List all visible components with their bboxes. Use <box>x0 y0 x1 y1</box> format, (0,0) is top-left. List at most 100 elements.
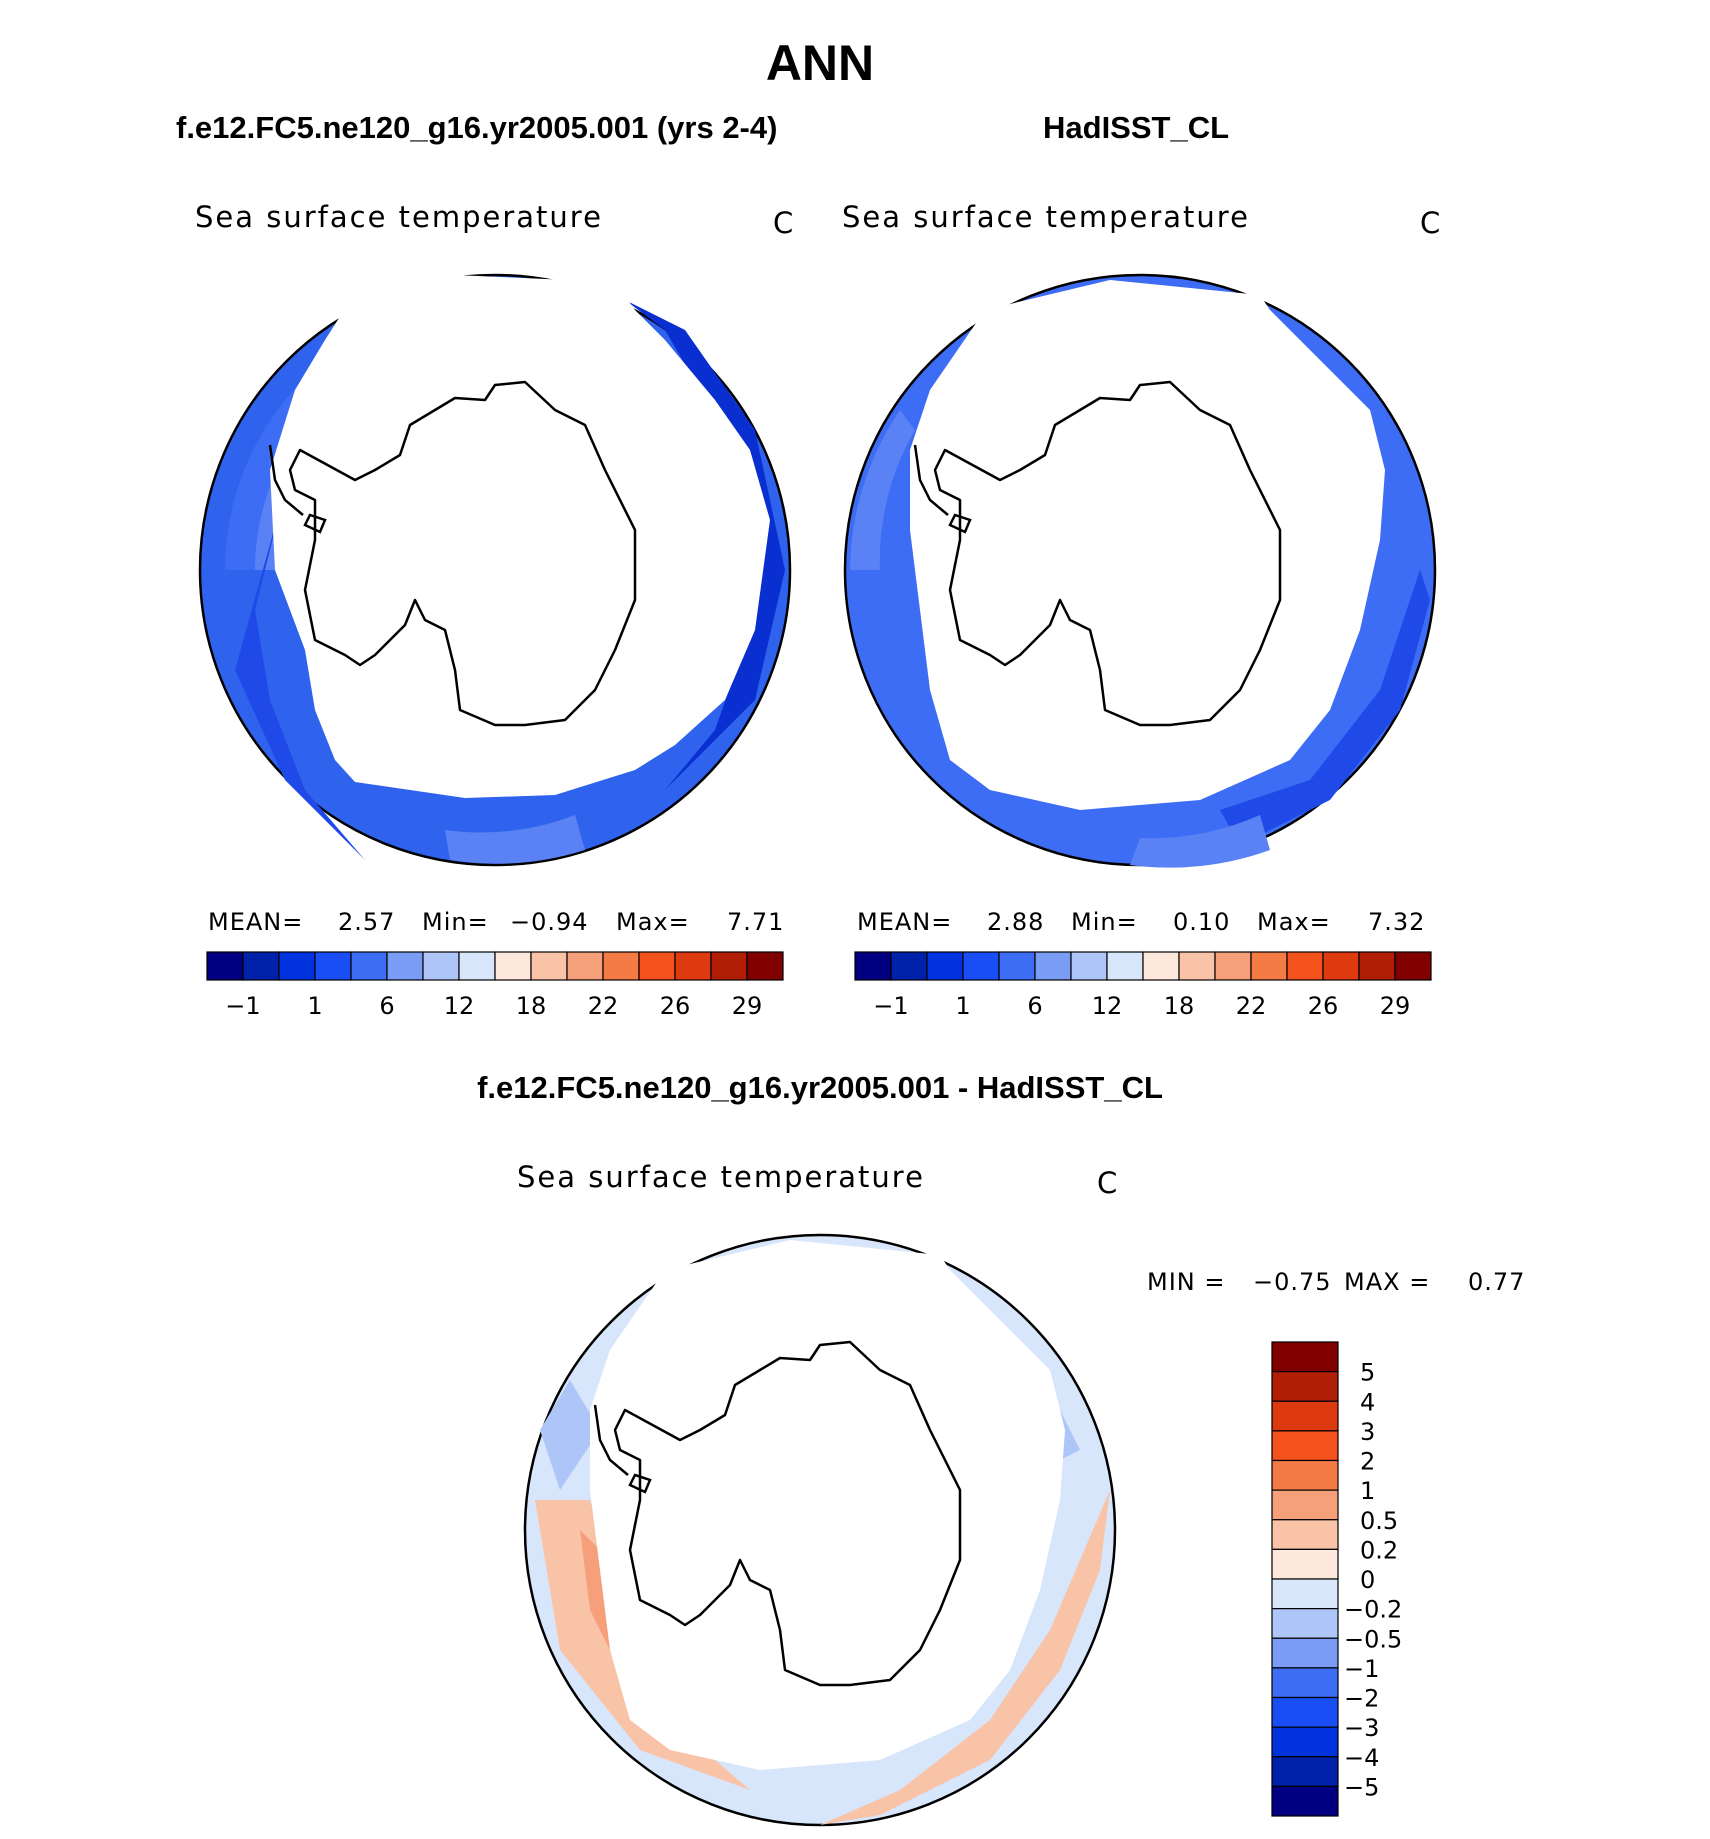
left-colorbar-box <box>206 951 244 981</box>
left-colorbar-box <box>602 951 640 981</box>
right-min-label: Min= <box>1071 908 1138 936</box>
diff-colorbar-tick: 2 <box>1360 1448 1375 1476</box>
right-colorbar-tick: 29 <box>1380 992 1411 1020</box>
diff-colorbar-box <box>1271 1608 1339 1639</box>
right-min-value: 0.10 <box>1173 908 1231 936</box>
left-min-value: −0.94 <box>510 908 589 936</box>
diff-colorbar-box <box>1271 1726 1339 1758</box>
diff-colorbar-tick: −0.5 <box>1344 1625 1402 1653</box>
left-colorbar-box <box>566 951 604 981</box>
diff-colorbar-box <box>1271 1371 1339 1402</box>
right-colorbar-tick: 1 <box>955 992 970 1020</box>
left-colorbar-box <box>422 951 460 981</box>
right-colorbar-box <box>1214 951 1252 981</box>
right-colorbar-box <box>998 951 1036 981</box>
left-colorbar-tick: 12 <box>444 992 475 1020</box>
diff-colorbar-tick: 0.5 <box>1360 1507 1398 1535</box>
right-mean-value: 2.88 <box>987 908 1045 936</box>
left-colorbar-box <box>674 951 712 981</box>
right-colorbar-tick: 18 <box>1164 992 1195 1020</box>
left-colorbar-tick: −1 <box>225 992 260 1020</box>
page-title: ANN <box>765 35 875 91</box>
diff-colorbar-tick: −3 <box>1344 1714 1379 1742</box>
right-map <box>843 273 1437 868</box>
right-colorbar-tick: 22 <box>1236 992 1267 1020</box>
left-map <box>198 273 792 867</box>
diff-colorbar-box <box>1271 1696 1339 1728</box>
diff-case-title: f.e12.FC5.ne120_g16.yr2005.001 - HadISST… <box>477 1070 1163 1105</box>
left-colorbar-box <box>278 951 316 981</box>
diff-colorbar-box <box>1271 1667 1339 1699</box>
diff-colorbar-tick: 5 <box>1360 1359 1375 1387</box>
right-colorbar-box <box>926 951 964 981</box>
left-colorbar-box <box>386 951 424 981</box>
right-colorbar-box <box>1106 951 1144 981</box>
left-mean-label: MEAN= <box>208 908 304 936</box>
diff-min-value: −0.75 <box>1253 1268 1332 1296</box>
right-colorbar-tick: 6 <box>1027 992 1042 1020</box>
diff-colorbar-tick: 4 <box>1360 1388 1375 1416</box>
left-colorbar: −1 1 6 12 18 22 26 29 <box>206 951 784 1020</box>
right-colorbar-box <box>854 951 892 981</box>
left-colorbar-box <box>746 951 784 981</box>
diff-colorbar-box <box>1271 1637 1339 1669</box>
right-colorbar-box <box>1322 951 1360 981</box>
diff-colorbar-tick: −2 <box>1344 1685 1379 1713</box>
diff-colorbar-tick: −0.2 <box>1344 1596 1402 1624</box>
right-units-label: C <box>1420 206 1443 240</box>
left-colorbar-box <box>530 951 568 981</box>
diff-colorbar-tick: −1 <box>1344 1655 1379 1683</box>
left-colorbar-box <box>242 951 280 981</box>
left-colorbar-box <box>494 951 532 981</box>
diff-max-label: MAX = <box>1344 1268 1431 1296</box>
left-colorbar-box <box>350 951 388 981</box>
left-case-title: f.e12.FC5.ne120_g16.yr2005.001 (yrs 2-4) <box>176 110 778 145</box>
diff-colorbar-box <box>1271 1548 1339 1580</box>
diff-colorbar-box <box>1271 1519 1339 1550</box>
right-colorbar-box <box>1142 951 1180 981</box>
right-colorbar-box <box>962 951 1000 981</box>
left-colorbar-box <box>638 951 676 981</box>
diff-colorbar-box <box>1271 1341 1339 1373</box>
diff-colorbar-tick: 1 <box>1360 1477 1375 1505</box>
left-min-label: Min= <box>422 908 489 936</box>
left-mean-value: 2.57 <box>338 908 396 936</box>
left-colorbar-tick: 22 <box>588 992 619 1020</box>
diff-colorbar-tick: 3 <box>1360 1418 1375 1446</box>
right-colorbar-box <box>1250 951 1288 981</box>
right-max-label: Max= <box>1257 908 1331 936</box>
diff-max-value: 0.77 <box>1468 1268 1526 1296</box>
right-colorbar-box <box>1178 951 1216 981</box>
right-case-title: HadISST_CL <box>1043 110 1230 145</box>
right-variable-label: Sea surface temperature <box>842 200 1250 234</box>
right-colorbar-box <box>1286 951 1324 981</box>
left-colorbar-tick: 26 <box>660 992 691 1020</box>
left-units-label: C <box>773 206 796 240</box>
left-colorbar-tick: 1 <box>307 992 322 1020</box>
left-colorbar-tick: 29 <box>732 992 763 1020</box>
right-colorbar-tick: −1 <box>873 992 908 1020</box>
left-variable-label: Sea surface temperature <box>195 200 603 234</box>
right-mean-label: MEAN= <box>857 908 953 936</box>
diff-colorbar-box <box>1271 1400 1339 1432</box>
right-colorbar: −1 1 6 12 18 22 26 29 <box>854 951 1432 1020</box>
diff-colorbar-box <box>1271 1459 1339 1491</box>
diff-colorbar-box <box>1271 1578 1339 1610</box>
right-colorbar-tick: 12 <box>1092 992 1123 1020</box>
right-colorbar-box <box>1034 951 1072 981</box>
left-colorbar-tick: 18 <box>516 992 547 1020</box>
left-colorbar-tick: 6 <box>379 992 394 1020</box>
diff-colorbar-tick: 0 <box>1360 1566 1375 1594</box>
right-colorbar-tick: 26 <box>1308 992 1339 1020</box>
left-max-label: Max= <box>616 908 690 936</box>
diff-map <box>523 1233 1117 1827</box>
diff-colorbar-tick: 0.2 <box>1360 1536 1398 1564</box>
diff-colorbar-tick: −4 <box>1344 1744 1379 1772</box>
diff-variable-label: Sea surface temperature <box>517 1160 925 1194</box>
diff-colorbar-box <box>1271 1756 1339 1787</box>
left-colorbar-box <box>458 951 496 981</box>
right-colorbar-box <box>1358 951 1396 981</box>
diff-units-label: C <box>1097 1166 1120 1200</box>
left-colorbar-box <box>314 951 352 981</box>
